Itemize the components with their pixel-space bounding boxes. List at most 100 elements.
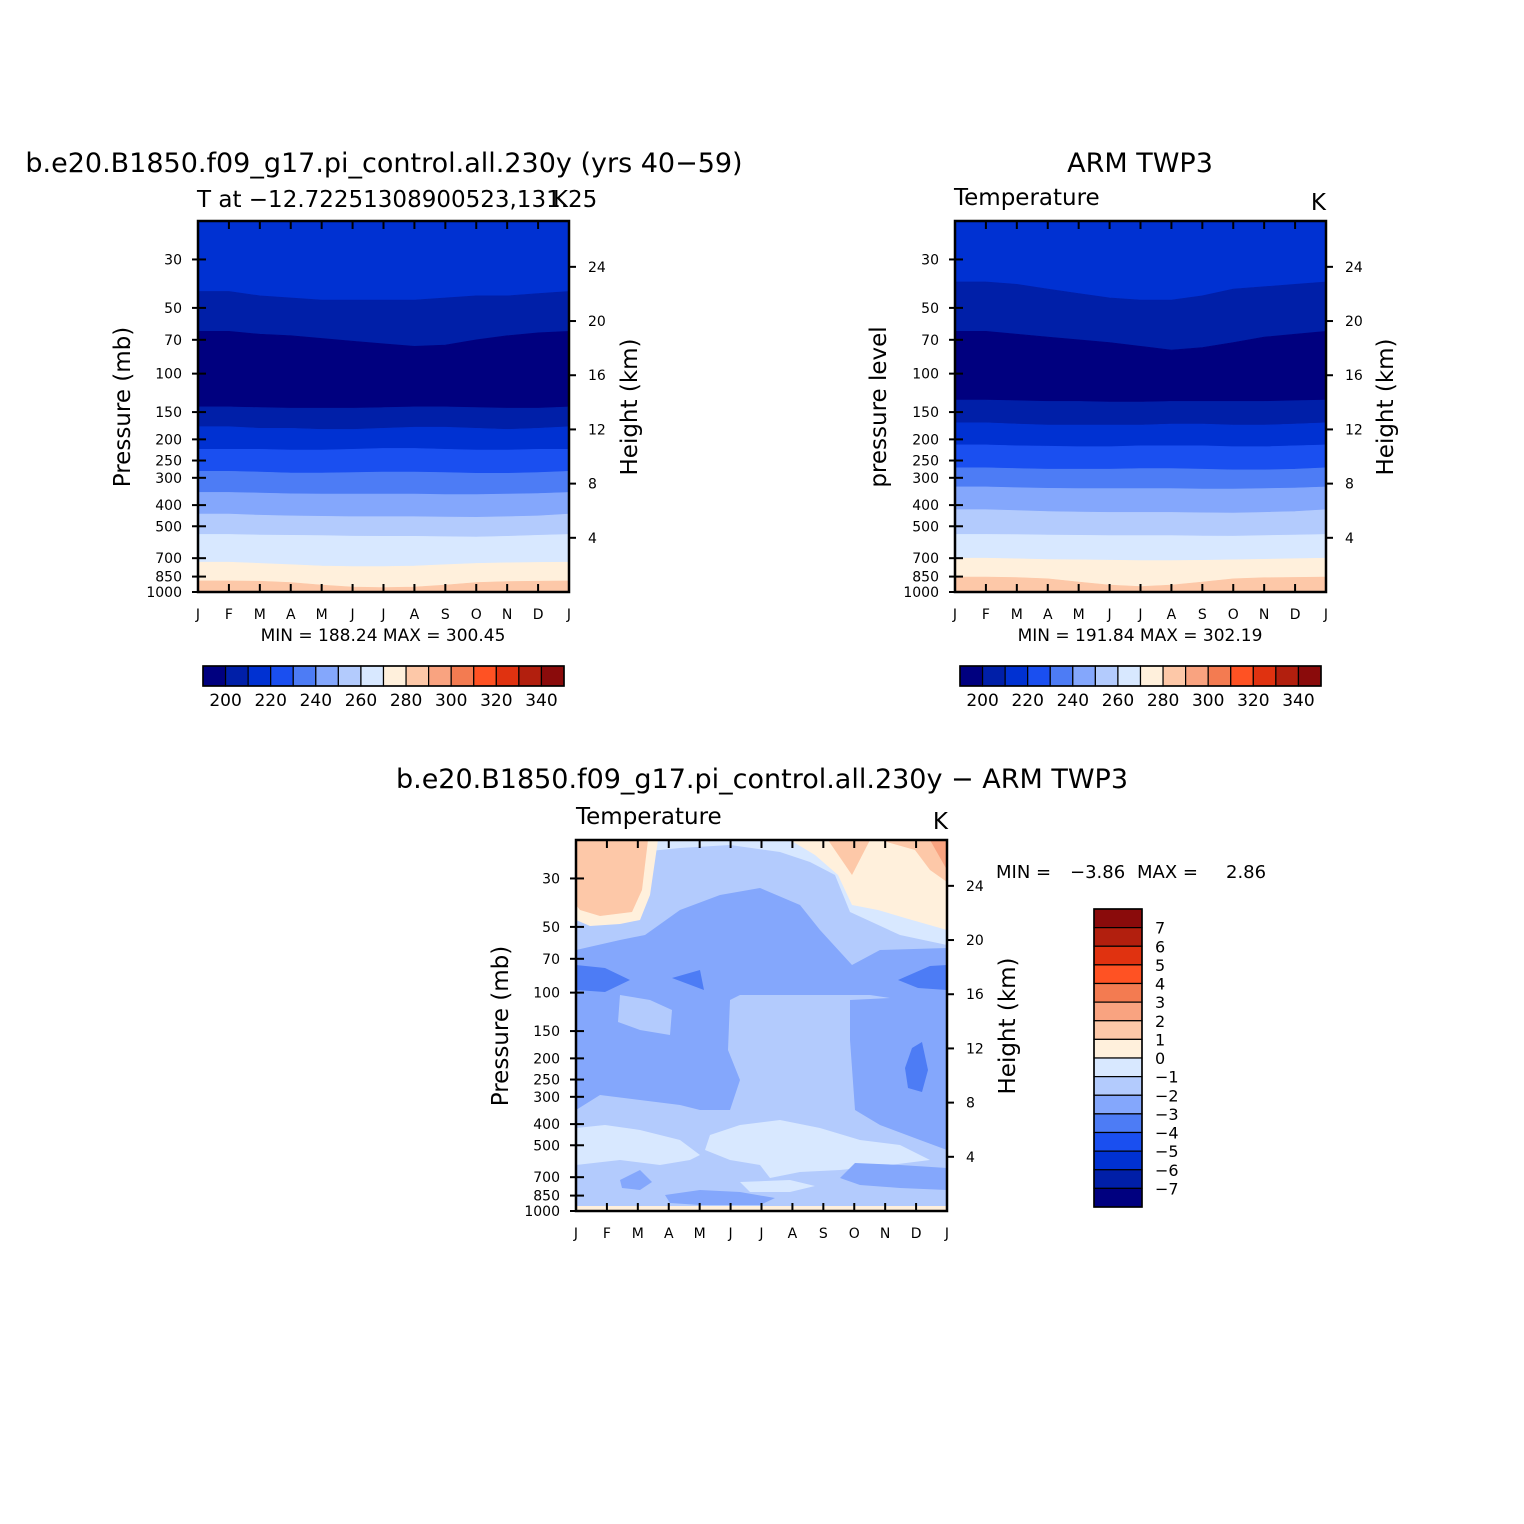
- colorbar-swatch: [1093, 1001, 1143, 1022]
- y-tick-label: 400: [155, 498, 182, 514]
- colorbar-label: 3: [1155, 993, 1165, 1012]
- diff-region: [828, 840, 870, 875]
- obs-stats: MIN = 191.84 MAX = 302.19: [1018, 626, 1263, 646]
- y-tick-label: 850: [533, 1189, 560, 1205]
- diff-stats-max: 2.86: [1226, 862, 1266, 883]
- model-subtitle: T at −12.72251308900523,131.25: [196, 187, 597, 213]
- diff-region: [905, 1042, 928, 1092]
- colorbar-label: 4: [1155, 975, 1165, 994]
- diff-title: b.e20.B1850.f09_g17.pi_control.all.230y …: [396, 764, 1128, 795]
- contour-band: [954, 467, 1327, 490]
- colorbar-label: 7: [1155, 919, 1165, 938]
- diff-region: [880, 840, 947, 882]
- colorbar-swatch: [1093, 1187, 1143, 1208]
- colorbar-swatch: [1117, 665, 1142, 687]
- colorbar-label: −3: [1155, 1105, 1179, 1124]
- colorbar-swatch: [315, 665, 339, 687]
- y-tick-label: 150: [533, 1024, 560, 1040]
- diff-stats-min-label: MIN =: [996, 862, 1051, 883]
- x-tick-label: M: [1011, 607, 1023, 623]
- y-tick-label: 700: [533, 1170, 560, 1186]
- colorbar-swatch: [1093, 1169, 1143, 1189]
- x-tick-label: N: [502, 607, 512, 623]
- colorbar-label: 260: [1102, 691, 1134, 711]
- y-tick-label: 500: [912, 519, 939, 535]
- x-tick-label: N: [880, 1226, 890, 1242]
- model-panel: b.e20.B1850.f09_g17.pi_control.all.230y …: [25, 148, 742, 711]
- colorbar-label: −4: [1155, 1124, 1179, 1143]
- x-tick-label: J: [1323, 607, 1328, 623]
- colorbar-label: 300: [1192, 691, 1224, 711]
- y-tick-label: 150: [155, 405, 182, 421]
- x-tick-label: J: [728, 1226, 733, 1242]
- y-tick-label: 500: [533, 1138, 560, 1154]
- colorbar-label: 5: [1155, 956, 1165, 975]
- right-tick-label: 8: [1345, 477, 1354, 493]
- colorbar-swatch: [1093, 982, 1143, 1003]
- right-tick-label: 4: [966, 1150, 975, 1166]
- contour-band: [197, 470, 570, 495]
- colorbar-swatch: [959, 665, 984, 687]
- contour-band: [197, 406, 570, 430]
- colorbar-label: 340: [1282, 691, 1314, 711]
- colorbar-swatch: [1093, 1020, 1143, 1040]
- colorbar-swatch: [292, 665, 317, 687]
- contour-band: [197, 220, 570, 301]
- x-tick-label: M: [254, 607, 266, 623]
- colorbar-swatch: [1230, 665, 1254, 687]
- model-units: K: [553, 187, 569, 213]
- y-tick-label: 300: [155, 471, 182, 487]
- y-tick-label: 500: [155, 519, 182, 535]
- diff-region: [740, 1180, 815, 1192]
- colorbar-label: 320: [1237, 691, 1269, 711]
- y-tick-label: 30: [542, 871, 560, 887]
- x-tick-label: F: [982, 607, 990, 623]
- right-tick-label: 24: [1345, 260, 1363, 276]
- x-tick-label: D: [533, 607, 544, 623]
- x-tick-label: A: [1167, 607, 1177, 623]
- colorbar-swatch: [1139, 665, 1164, 687]
- colorbar-swatch: [518, 665, 543, 687]
- x-tick-label: J: [573, 1226, 578, 1242]
- x-tick-label: D: [911, 1226, 922, 1242]
- colorbar-label: 240: [300, 691, 332, 711]
- diff-region: [790, 840, 947, 930]
- obs-panel: ARM TWP3 Temperature K J F M A M J J A S O N D J 30 50…: [866, 148, 1399, 711]
- colorbar-swatch: [1049, 665, 1074, 687]
- x-tick-label: A: [410, 607, 420, 623]
- x-tick-label: J: [350, 607, 355, 623]
- colorbar-swatch: [382, 665, 407, 687]
- colorbar-swatch: [495, 665, 520, 687]
- x-tick-label: J: [1137, 607, 1142, 623]
- x-tick-label: S: [441, 607, 450, 623]
- right-tick-label: 4: [1345, 531, 1354, 547]
- y-tick-label: 100: [533, 986, 560, 1002]
- obs-subtitle: Temperature: [953, 185, 1100, 211]
- x-tick-label: D: [1290, 607, 1301, 623]
- colorbar-frame: [1093, 908, 1143, 1208]
- right-tick-label: 16: [966, 987, 984, 1003]
- x-tick-label: S: [1198, 607, 1207, 623]
- y-tick-label: 30: [921, 252, 939, 268]
- colorbar-swatch: [1297, 665, 1322, 687]
- diff-region: [705, 1120, 930, 1178]
- diff-region: [672, 970, 704, 990]
- colorbar-swatch: [1094, 665, 1119, 687]
- colorbar-swatch: [1072, 665, 1096, 687]
- diff-units: K: [933, 809, 949, 835]
- diff-region: [620, 1170, 652, 1190]
- y-tick-label: 300: [912, 471, 939, 487]
- colorbar-swatch: [202, 665, 227, 687]
- colorbar-swatch: [1093, 1076, 1143, 1096]
- y-tick-label: 1000: [903, 585, 939, 601]
- colorbar-label: 300: [435, 691, 467, 711]
- y-tick-label: 250: [155, 454, 182, 470]
- y-tick-label: 250: [533, 1073, 560, 1089]
- colorbar-swatch: [1162, 665, 1187, 687]
- colorbar-label: −2: [1155, 1086, 1179, 1105]
- colorbar-swatch: [247, 665, 272, 687]
- diff-ylabel: Pressure (mb): [488, 946, 514, 1106]
